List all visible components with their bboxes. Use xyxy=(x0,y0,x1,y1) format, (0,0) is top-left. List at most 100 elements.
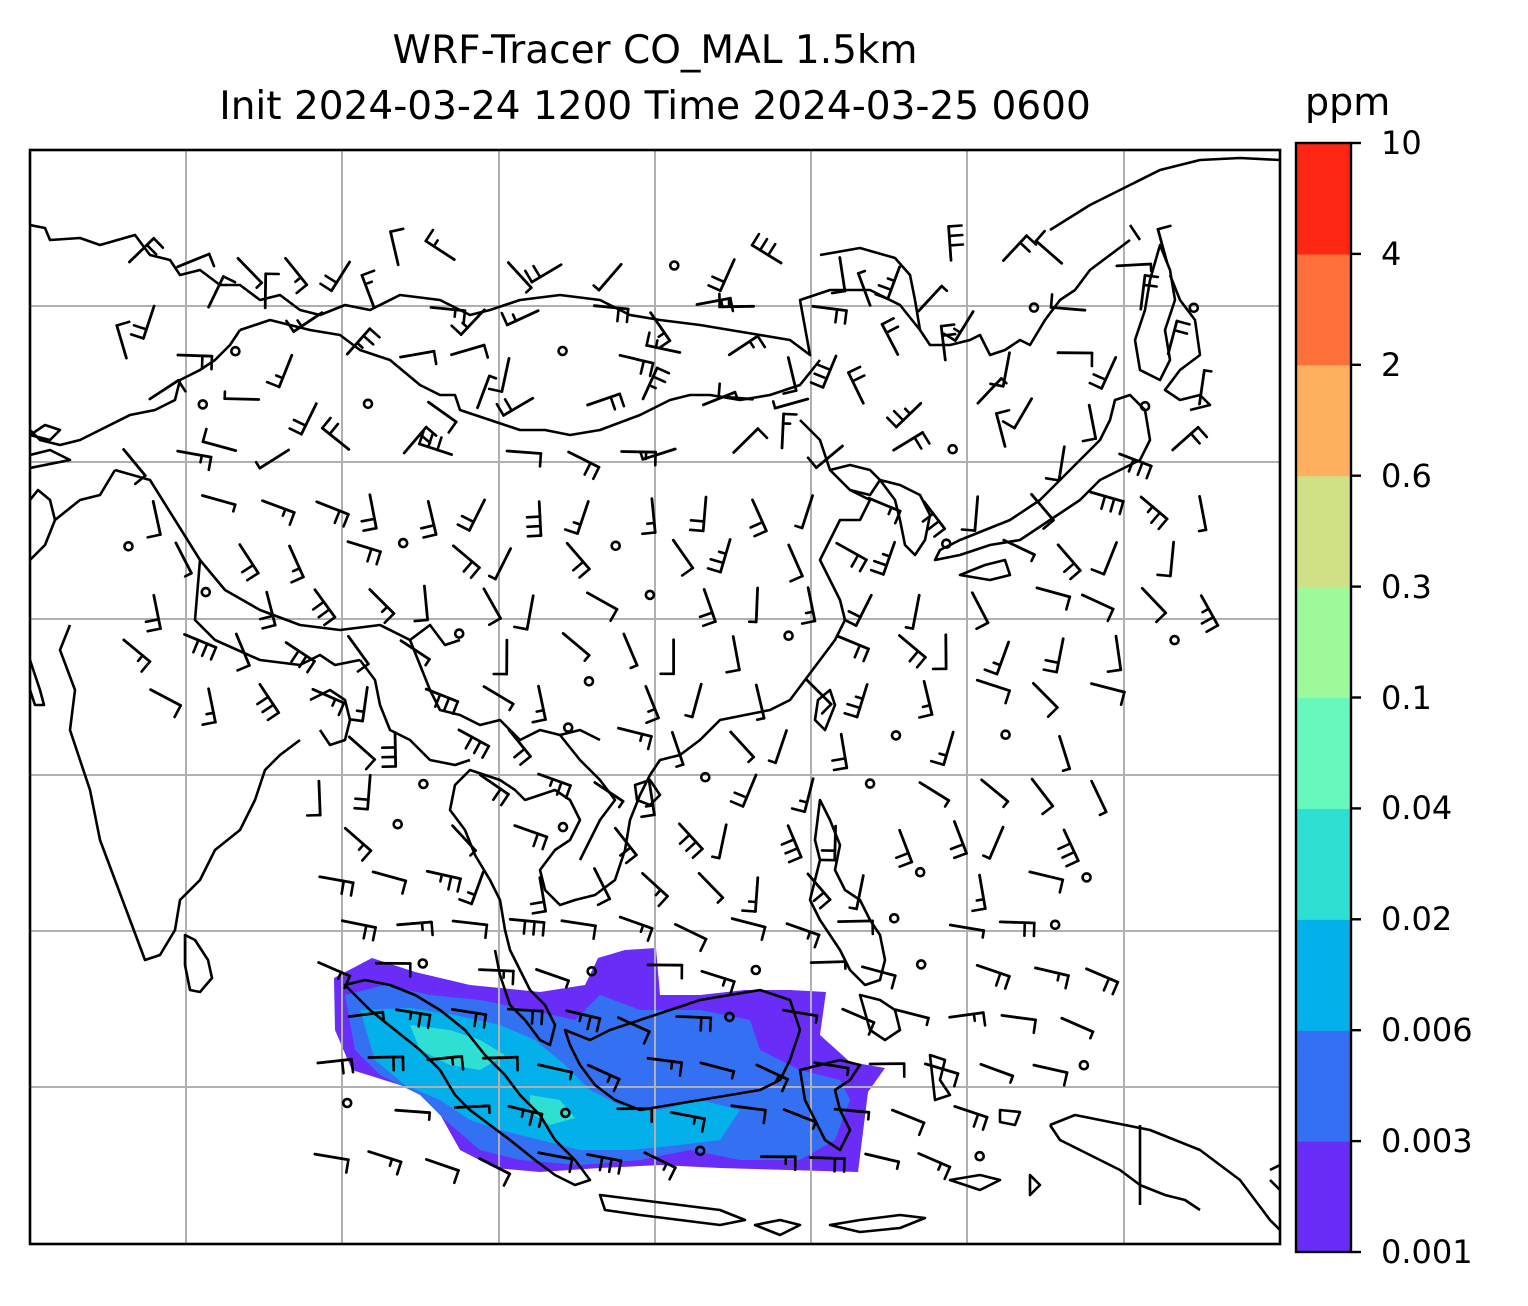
wind-barb xyxy=(340,919,378,942)
wind-barb xyxy=(980,778,1010,809)
wind-barb xyxy=(732,427,769,454)
wind-barb xyxy=(759,1155,797,1172)
wind-barb xyxy=(346,634,370,673)
wind-barb xyxy=(284,641,316,674)
coastline-bohai xyxy=(829,463,882,497)
wind-barb xyxy=(537,1063,574,1081)
wind-barb xyxy=(671,538,695,577)
wind-barb xyxy=(644,685,660,725)
wind-barb xyxy=(790,777,815,814)
calm-wind-marker xyxy=(940,538,952,550)
wind-barb xyxy=(371,870,408,895)
wind-barb xyxy=(1090,682,1126,707)
wind-barb xyxy=(917,680,934,719)
wind-barb xyxy=(649,311,672,350)
coastline-timor xyxy=(948,1173,1042,1197)
wind-barb xyxy=(830,256,847,295)
wind-barb xyxy=(918,781,951,808)
wind-barb xyxy=(313,1152,350,1174)
wind-barb xyxy=(1139,495,1169,531)
wind-barb xyxy=(223,390,261,401)
calm-wind-marker xyxy=(557,821,569,833)
wind-barb xyxy=(706,538,732,574)
calm-wind-marker xyxy=(1000,729,1011,741)
wind-barb xyxy=(869,540,896,576)
coastline-indochina xyxy=(448,768,652,1047)
wind-barb xyxy=(360,269,376,309)
colorbar-tick-label: 0.6 xyxy=(1381,456,1432,495)
wind-barb xyxy=(811,304,848,325)
wind-barb xyxy=(347,735,377,771)
wind-barb xyxy=(949,820,968,860)
wind-barb xyxy=(482,587,503,627)
wind-barb xyxy=(718,292,755,309)
wind-barb xyxy=(640,779,656,819)
wind-barb xyxy=(495,396,535,417)
wind-barb xyxy=(507,1105,544,1128)
wind-barb xyxy=(717,382,754,401)
wind-barb xyxy=(413,584,430,623)
wind-barb xyxy=(847,365,866,405)
calm-wind-marker xyxy=(583,675,595,687)
wind-barb xyxy=(874,265,901,301)
wind-barb xyxy=(868,1062,906,1078)
calm-wind-marker xyxy=(610,540,622,552)
wind-barb xyxy=(399,639,431,667)
wind-barb xyxy=(750,232,783,265)
wind-barb xyxy=(1088,355,1118,390)
wind-barb xyxy=(891,1108,926,1137)
coastline-sumatra xyxy=(343,978,592,1187)
wind-barb xyxy=(343,826,373,862)
wind-barb xyxy=(1030,777,1055,816)
colorbar-tick-label: 10 xyxy=(1381,124,1422,162)
wind-barb xyxy=(710,823,728,860)
wind-barb xyxy=(1156,224,1172,264)
wind-barb xyxy=(476,374,498,410)
wind-barb xyxy=(643,1151,677,1181)
wind-barb xyxy=(531,684,547,724)
wind-barb xyxy=(586,392,626,411)
wind-barb xyxy=(841,1007,876,1036)
wind-barb xyxy=(424,1158,460,1185)
wind-barb xyxy=(904,593,921,630)
calm-wind-marker xyxy=(974,1150,986,1162)
wind-barb xyxy=(450,308,486,337)
wind-barb xyxy=(809,1156,846,1173)
wind-barb xyxy=(1166,319,1191,356)
wind-barb xyxy=(917,284,949,313)
wind-barb xyxy=(947,224,965,262)
wind-barb xyxy=(1000,1014,1037,1035)
border-india-pakistan xyxy=(30,469,117,561)
calm-wind-marker xyxy=(1028,302,1040,313)
wind-barb xyxy=(975,963,1011,990)
wind-barb xyxy=(450,343,490,359)
wind-barb xyxy=(505,449,543,468)
wind-barb xyxy=(953,1105,989,1131)
calm-wind-marker xyxy=(586,965,598,977)
colorbar-swatch xyxy=(1296,808,1351,920)
wind-barb xyxy=(451,919,489,940)
wind-barb xyxy=(861,965,897,990)
wind-barb xyxy=(754,683,766,722)
wind-barb xyxy=(360,493,378,533)
wind-barb xyxy=(513,824,549,851)
wind-barb xyxy=(1118,452,1153,480)
wind-barb xyxy=(1028,870,1065,894)
wind-barb xyxy=(820,824,837,862)
wind-barb xyxy=(1002,538,1036,563)
wind-barb xyxy=(389,227,405,267)
wind-barb xyxy=(767,729,788,765)
wind-barb xyxy=(176,449,213,472)
wind-barb xyxy=(782,356,798,395)
wind-barb xyxy=(284,256,309,295)
wind-barb xyxy=(618,353,655,378)
calm-wind-marker xyxy=(341,1097,353,1109)
colorbar-swatch xyxy=(1296,364,1351,477)
wind-barb xyxy=(148,378,187,401)
calm-wind-marker xyxy=(557,345,568,357)
wind-barb xyxy=(684,682,703,719)
wind-barb xyxy=(948,923,986,939)
border-himalaya xyxy=(114,468,461,647)
wind-barb xyxy=(478,1157,512,1187)
wind-barb xyxy=(500,309,540,327)
